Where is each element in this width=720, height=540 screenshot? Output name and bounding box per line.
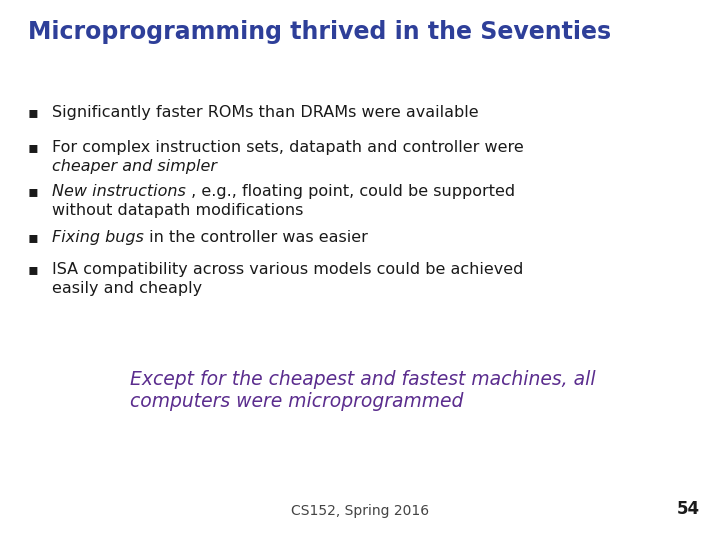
Text: Except for the cheapest and fastest machines, all: Except for the cheapest and fastest mach… bbox=[130, 370, 595, 389]
Text: Significantly faster ROMs than DRAMs were available: Significantly faster ROMs than DRAMs wer… bbox=[52, 105, 479, 120]
Text: easily and cheaply: easily and cheaply bbox=[52, 281, 202, 296]
Text: without datapath modifications: without datapath modifications bbox=[52, 203, 303, 218]
Text: Fixing bugs: Fixing bugs bbox=[52, 230, 144, 245]
Text: ▪: ▪ bbox=[28, 230, 39, 245]
Text: ▪: ▪ bbox=[28, 262, 39, 277]
Text: CS152, Spring 2016: CS152, Spring 2016 bbox=[291, 504, 429, 518]
Text: ▪: ▪ bbox=[28, 105, 39, 120]
Text: cheaper and simpler: cheaper and simpler bbox=[52, 159, 217, 174]
Text: ▪: ▪ bbox=[28, 184, 39, 199]
Text: computers were microprogrammed: computers were microprogrammed bbox=[130, 392, 464, 411]
Text: in the controller was easier: in the controller was easier bbox=[144, 230, 368, 245]
Text: Microprogramming thrived in the Seventies: Microprogramming thrived in the Seventie… bbox=[28, 20, 611, 44]
Text: 54: 54 bbox=[677, 500, 700, 518]
Text: ISA compatibility across various models could be achieved: ISA compatibility across various models … bbox=[52, 262, 523, 277]
Text: ▪: ▪ bbox=[28, 140, 39, 155]
Text: , e.g., floating point, could be supported: , e.g., floating point, could be support… bbox=[186, 184, 515, 199]
Text: For complex instruction sets, datapath and controller were: For complex instruction sets, datapath a… bbox=[52, 140, 523, 155]
Text: New instructions: New instructions bbox=[52, 184, 186, 199]
